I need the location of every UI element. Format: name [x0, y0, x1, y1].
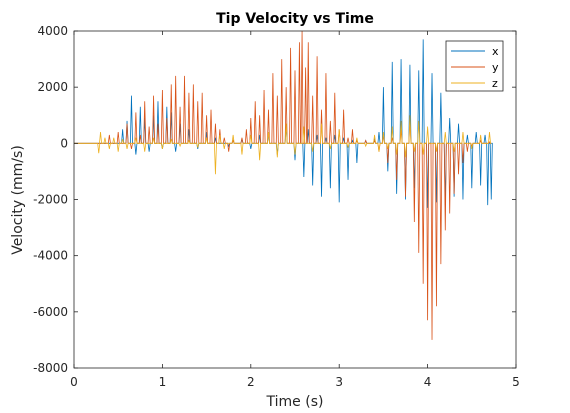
- y-tick-label: -2000: [33, 193, 68, 207]
- y-tick-label: -8000: [33, 361, 68, 375]
- y-tick-label: 4000: [37, 24, 68, 38]
- x-tick-label: 5: [512, 375, 520, 389]
- x-tick-label: 3: [335, 375, 343, 389]
- y-tick-label: -6000: [33, 305, 68, 319]
- y-axis-label: Velocity (mm/s): [10, 145, 26, 255]
- y-tick-label: -4000: [33, 249, 68, 263]
- y-tick-label: 2000: [37, 80, 68, 94]
- x-tick-label: 2: [247, 375, 255, 389]
- legend-label-y: y: [492, 61, 499, 74]
- chart-title: Tip Velocity vs Time: [216, 11, 374, 27]
- legend: xyz: [446, 41, 503, 91]
- x-tick-label: 0: [70, 375, 78, 389]
- y-tick-label: 0: [60, 136, 68, 150]
- legend-label-x: x: [492, 45, 499, 58]
- x-axis-label: Time (s): [266, 394, 324, 410]
- x-tick-label: 1: [159, 375, 167, 389]
- legend-label-z: z: [492, 77, 498, 90]
- x-tick-label: 4: [424, 375, 432, 389]
